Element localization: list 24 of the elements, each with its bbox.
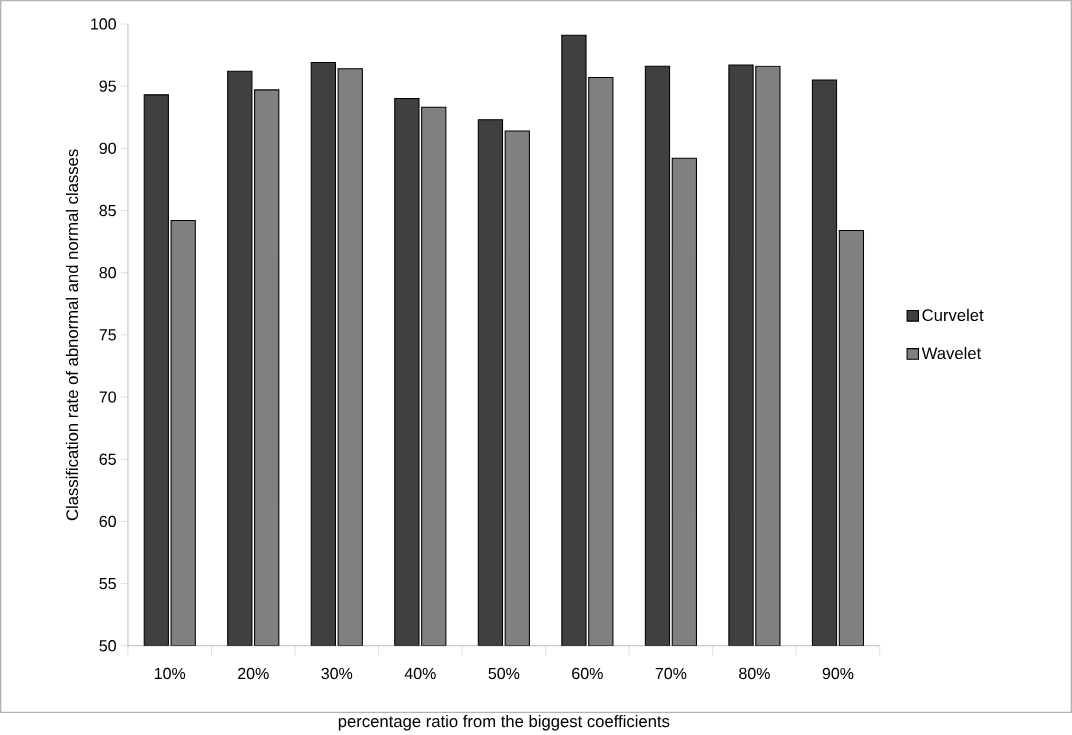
y-tick-label: 50 bbox=[99, 640, 116, 652]
y-tick-label: 90 bbox=[99, 142, 116, 155]
x-tick-label: 40% bbox=[404, 667, 436, 680]
x-tick-label: 50% bbox=[488, 667, 520, 680]
y-tick-label: 100 bbox=[91, 18, 116, 30]
x-tick-label: 90% bbox=[822, 667, 854, 680]
legend-label: Wavelet bbox=[921, 346, 982, 360]
x-tick-label: 80% bbox=[739, 667, 770, 680]
x-axis-title: percentage ratio from the biggest coefficients bbox=[338, 714, 670, 731]
y-tick-label: 65 bbox=[99, 453, 116, 465]
y-tick-label: 95 bbox=[99, 80, 116, 92]
y-tick-label: 60 bbox=[99, 515, 116, 528]
y-axis-title: Classification rate of abnormal and normal classes bbox=[65, 149, 79, 521]
y-tick-label: 80 bbox=[99, 267, 116, 279]
x-tick-label: 70% bbox=[655, 667, 687, 680]
x-tick-label: 30% bbox=[321, 667, 353, 680]
y-tick-label: 70 bbox=[99, 391, 116, 403]
x-tick-label: 20% bbox=[238, 667, 269, 680]
y-tick-label: 55 bbox=[99, 578, 116, 590]
y-tick-label: 85 bbox=[99, 204, 116, 217]
legend-label: Curvelet bbox=[922, 308, 984, 322]
x-tick-label: 10% bbox=[154, 667, 186, 680]
y-tick-label: 75 bbox=[99, 329, 116, 341]
x-tick-label: 60% bbox=[572, 667, 603, 680]
